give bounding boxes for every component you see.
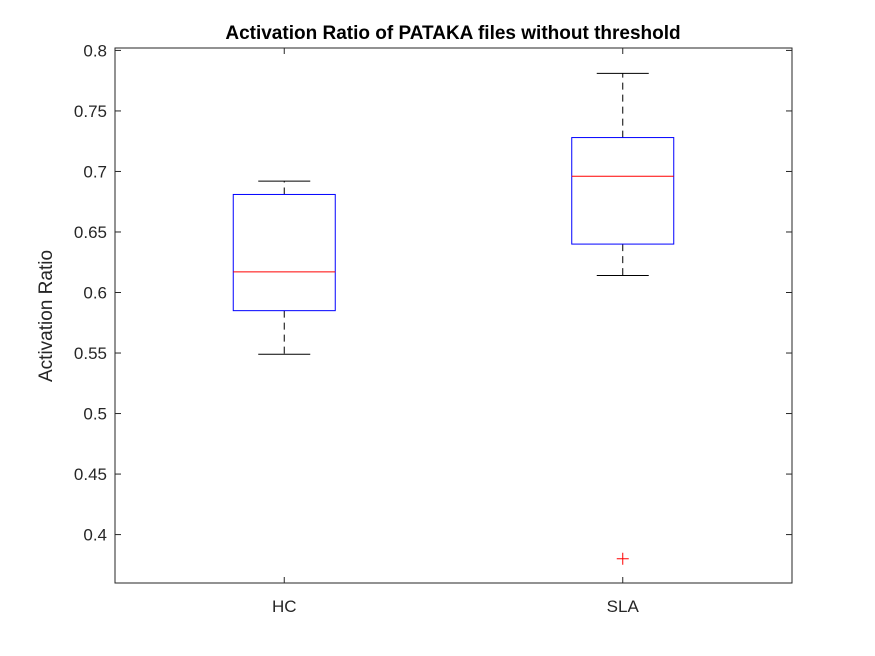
y-axis: 0.4 0.45 0.5 0.55 0.6 0.65 0.7 0.75 0.8 (74, 41, 792, 545)
y-tick-label: 0.45 (74, 465, 107, 484)
y-tick-label: 0.8 (83, 41, 107, 60)
box-hc (232, 180, 336, 355)
outlier-marker (616, 552, 629, 565)
box-sla (571, 72, 675, 565)
x-tick-label: SLA (607, 597, 640, 616)
box-iqr (232, 193, 336, 312)
chart-title: Activation Ratio of PATAKA files without… (225, 23, 680, 44)
y-tick-label: 0.4 (83, 526, 107, 545)
x-tick-label: HC (272, 597, 297, 616)
y-tick-label: 0.7 (83, 162, 107, 181)
y-tick-label: 0.55 (74, 344, 107, 363)
boxes-layer (232, 72, 675, 565)
y-tick-label: 0.6 (83, 284, 107, 303)
y-tick-label: 0.5 (83, 405, 107, 424)
box-iqr (571, 137, 675, 245)
y-axis-label: Activation Ratio (36, 250, 57, 382)
x-axis: HC SLA (272, 48, 640, 616)
plot-area-frame (114, 47, 793, 584)
y-tick-label: 0.65 (74, 223, 107, 242)
y-tick-label: 0.75 (74, 102, 107, 121)
